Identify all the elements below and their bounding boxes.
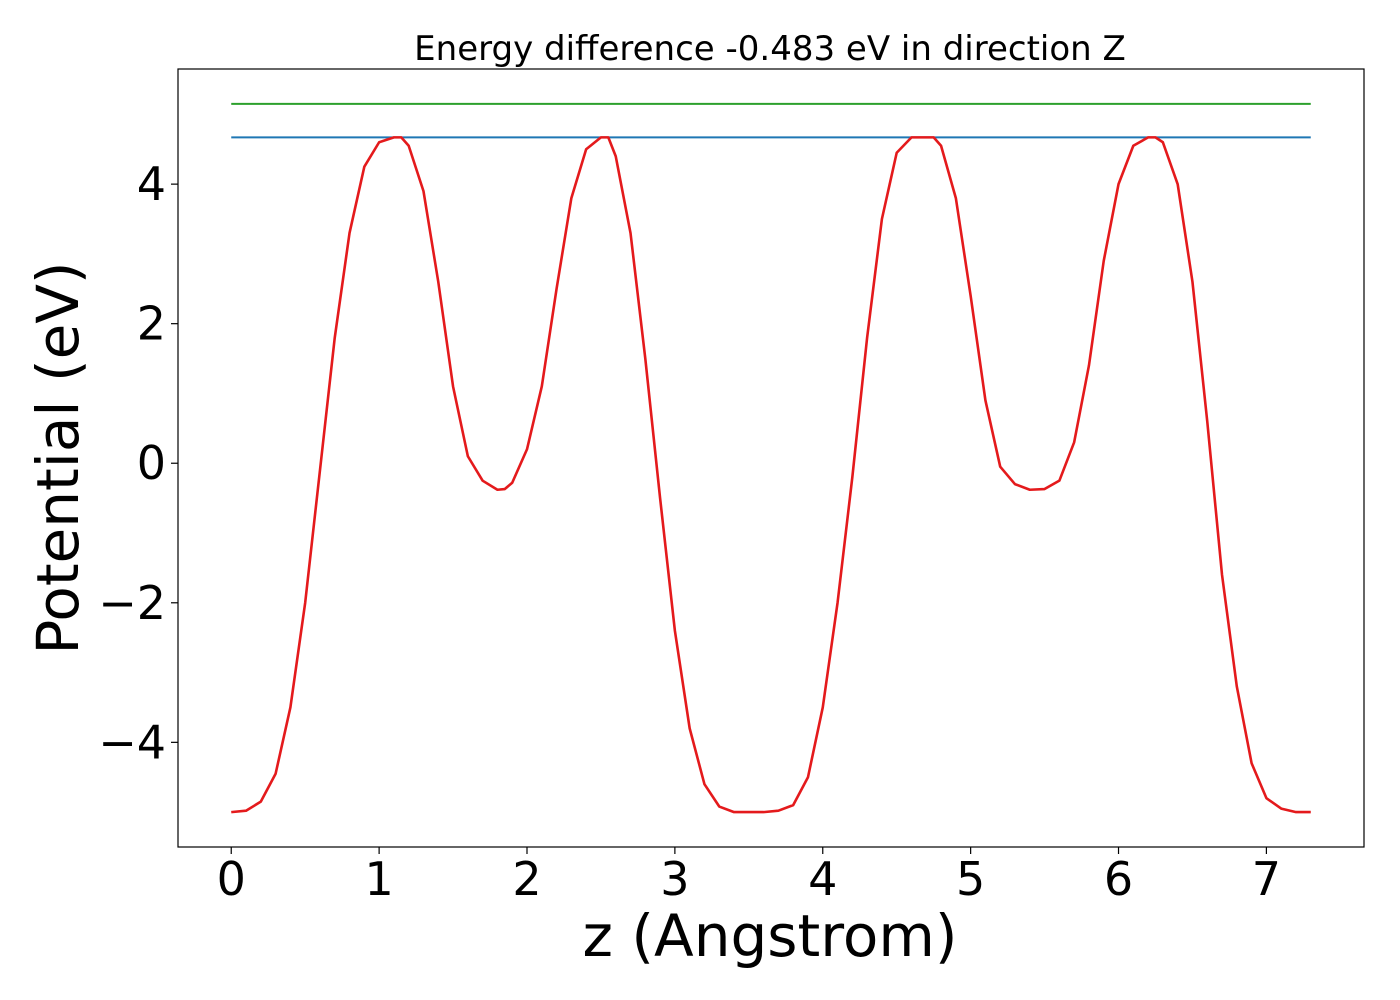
x-tick-label: 4: [808, 852, 837, 906]
series-layer: [231, 102, 1311, 814]
y-tick-label: 0: [137, 436, 166, 490]
x-tick-label: 3: [660, 852, 689, 906]
x-axis-label: z (Angstrom): [583, 902, 958, 970]
y-axis-label: Potential (eV): [24, 261, 92, 654]
plot-area-frame: [177, 68, 1365, 848]
chart-title: Energy difference -0.483 eV in direction…: [414, 29, 1126, 69]
x-tick-label: 2: [512, 852, 541, 906]
x-tick-label: 6: [1104, 852, 1133, 906]
x-tick-label: 1: [364, 852, 393, 906]
y-tick-label: 4: [137, 157, 166, 211]
x-tick-label: 5: [956, 852, 985, 906]
x-tick-label: 7: [1252, 852, 1281, 906]
ticks-layer: 0 1 2 3 4 5 6 7 −4 −2 0 2 4: [98, 157, 1281, 906]
y-tick-label: 2: [137, 297, 166, 351]
x-tick-label: 0: [217, 852, 246, 906]
potential-curve: [231, 136, 1311, 814]
y-tick-label: −4: [98, 715, 166, 769]
y-tick-label: −2: [98, 576, 166, 630]
